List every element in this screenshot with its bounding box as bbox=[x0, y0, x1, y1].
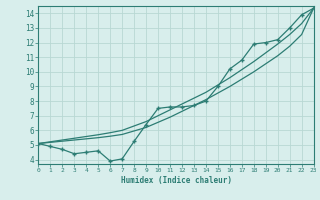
X-axis label: Humidex (Indice chaleur): Humidex (Indice chaleur) bbox=[121, 176, 231, 185]
